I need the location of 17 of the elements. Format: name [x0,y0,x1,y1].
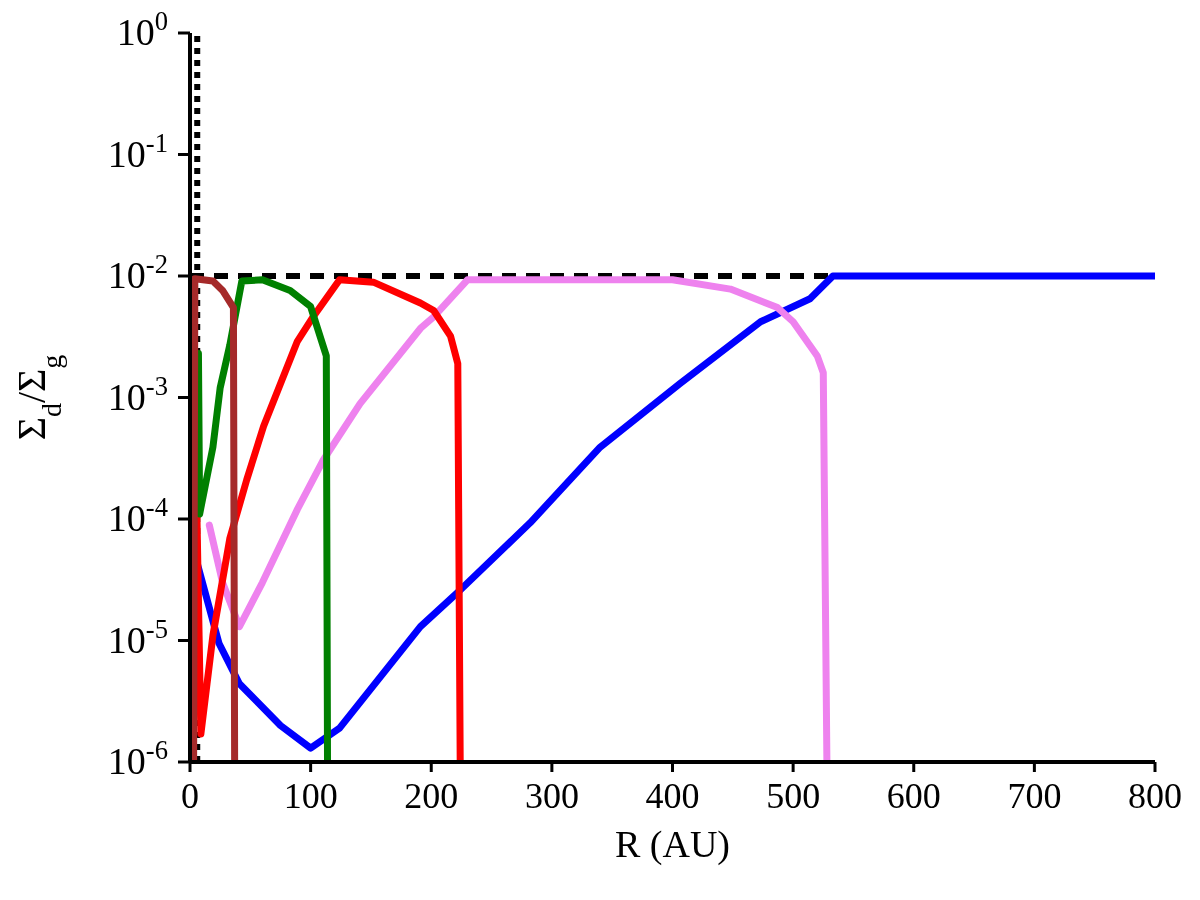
y-tick-label: 10$^{-1}$ [107,127,168,175]
x-tick-label: 700 [1007,776,1062,816]
y-tick-label: 10$^{0}$ [116,6,168,53]
x-tick-label: 500 [766,776,821,816]
y-tick-label: 10$^{-6}$ [107,735,168,782]
y-tick-label: 10$^{-2}$ [107,249,168,296]
x-tick-label: 400 [645,776,700,816]
x-tick-label: 0 [181,776,199,816]
y-tick-label: 10$^{-3}$ [107,370,168,418]
y-tick-label: 10$^{-5}$ [107,613,168,661]
x-tick-label: 100 [283,776,338,816]
x-tick-label: 800 [1128,776,1182,816]
x-tick-label: 600 [886,776,941,816]
x-tick-label: 300 [524,776,579,816]
y-tick-label: 10$^{-4}$ [107,492,168,539]
x-tick-label: 200 [404,776,459,816]
x-axis-title: R (AU) [614,822,731,866]
